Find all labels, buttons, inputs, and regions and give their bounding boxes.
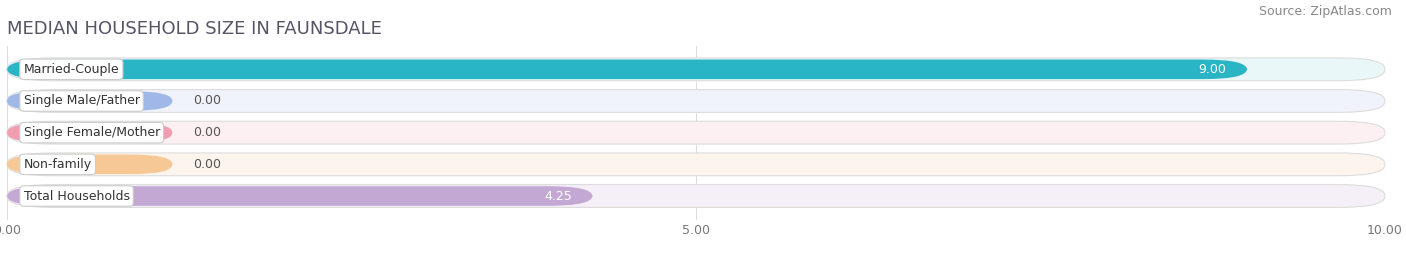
FancyBboxPatch shape [7,121,1385,144]
FancyBboxPatch shape [7,123,173,143]
Text: Married-Couple: Married-Couple [24,63,120,76]
Text: 9.00: 9.00 [1198,63,1226,76]
FancyBboxPatch shape [7,185,1385,207]
Text: Non-family: Non-family [24,158,91,171]
Text: 0.00: 0.00 [193,95,221,107]
FancyBboxPatch shape [7,91,173,111]
Text: Total Households: Total Households [24,189,129,203]
FancyBboxPatch shape [7,59,1247,79]
Text: 0.00: 0.00 [193,158,221,171]
Text: 0.00: 0.00 [193,126,221,139]
Text: 4.25: 4.25 [544,189,572,203]
FancyBboxPatch shape [7,58,1385,81]
FancyBboxPatch shape [7,153,1385,176]
Text: Source: ZipAtlas.com: Source: ZipAtlas.com [1258,5,1392,18]
FancyBboxPatch shape [7,90,1385,112]
Text: Single Female/Mother: Single Female/Mother [24,126,160,139]
FancyBboxPatch shape [7,155,173,174]
Text: Single Male/Father: Single Male/Father [24,95,139,107]
FancyBboxPatch shape [7,186,593,206]
Text: MEDIAN HOUSEHOLD SIZE IN FAUNSDALE: MEDIAN HOUSEHOLD SIZE IN FAUNSDALE [7,20,382,38]
